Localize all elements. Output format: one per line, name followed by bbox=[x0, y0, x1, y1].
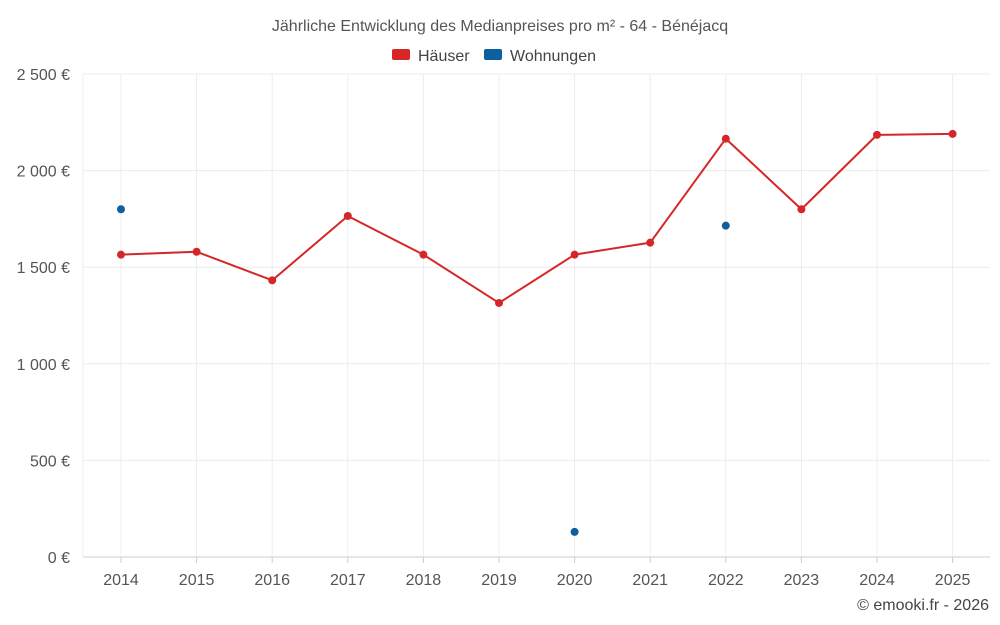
x-tick-label: 2023 bbox=[784, 572, 820, 589]
y-tick-label: 1 500 € bbox=[17, 260, 70, 277]
data-point-haeuser[interactable] bbox=[721, 134, 730, 143]
y-tick-label: 0 € bbox=[48, 550, 70, 567]
credit-text: © emooki.fr - 2026 bbox=[857, 597, 989, 614]
x-tick-label: 2014 bbox=[103, 572, 139, 589]
chart-title: Jährliche Entwicklung des Medianpreises … bbox=[272, 18, 728, 35]
data-point-haeuser[interactable] bbox=[873, 130, 881, 139]
legend: Häuser Wohnungen bbox=[392, 48, 596, 65]
legend-item-wohnungen[interactable]: Wohnungen bbox=[484, 48, 596, 65]
x-tick-label: 2020 bbox=[557, 572, 593, 589]
axes: 0 € 500 € 1 000 € 1 500 € 2 000 € 2 500 € 2014… bbox=[17, 67, 971, 589]
data-point-wohnungen[interactable] bbox=[721, 221, 730, 230]
x-tick-label: 2021 bbox=[632, 572, 668, 589]
series-line-haeuser bbox=[120, 132, 953, 304]
data-point-wohnungen[interactable] bbox=[117, 205, 125, 214]
legend-label-haeuser: Häuser bbox=[418, 48, 470, 65]
data-point-haeuser[interactable] bbox=[192, 247, 201, 256]
x-tick-label: 2016 bbox=[254, 572, 290, 589]
legend-swatch-haeuser bbox=[392, 49, 410, 60]
data-point-haeuser[interactable] bbox=[797, 205, 806, 214]
x-tick-label: 2019 bbox=[481, 572, 517, 589]
legend-swatch-wohnungen bbox=[484, 49, 502, 60]
x-tick-label: 2024 bbox=[859, 572, 895, 589]
data-point-haeuser[interactable] bbox=[495, 298, 503, 307]
data-point-haeuser[interactable] bbox=[646, 238, 655, 247]
series bbox=[117, 129, 957, 536]
legend-item-haeuser[interactable]: Häuser bbox=[392, 48, 470, 65]
data-point-haeuser[interactable] bbox=[948, 129, 957, 138]
data-point-haeuser[interactable] bbox=[117, 250, 125, 259]
data-point-haeuser[interactable] bbox=[419, 250, 428, 259]
x-tick-label: 2017 bbox=[330, 572, 366, 589]
y-tick-label: 2 500 € bbox=[17, 67, 70, 84]
data-point-haeuser[interactable] bbox=[343, 212, 352, 221]
y-tick-label: 2 000 € bbox=[17, 164, 70, 181]
data-point-haeuser[interactable] bbox=[570, 250, 579, 259]
x-tick-label: 2022 bbox=[708, 572, 744, 589]
y-tick-label: 1 000 € bbox=[17, 357, 70, 374]
data-point-wohnungen[interactable] bbox=[570, 527, 579, 536]
grid bbox=[83, 73, 990, 558]
x-tick-label: 2015 bbox=[179, 572, 215, 589]
x-tick-label: 2018 bbox=[406, 572, 442, 589]
data-point-haeuser[interactable] bbox=[268, 276, 277, 285]
legend-label-wohnungen: Wohnungen bbox=[510, 48, 596, 65]
x-tick-label: 2025 bbox=[935, 572, 971, 589]
y-tick-label: 500 € bbox=[30, 453, 70, 470]
